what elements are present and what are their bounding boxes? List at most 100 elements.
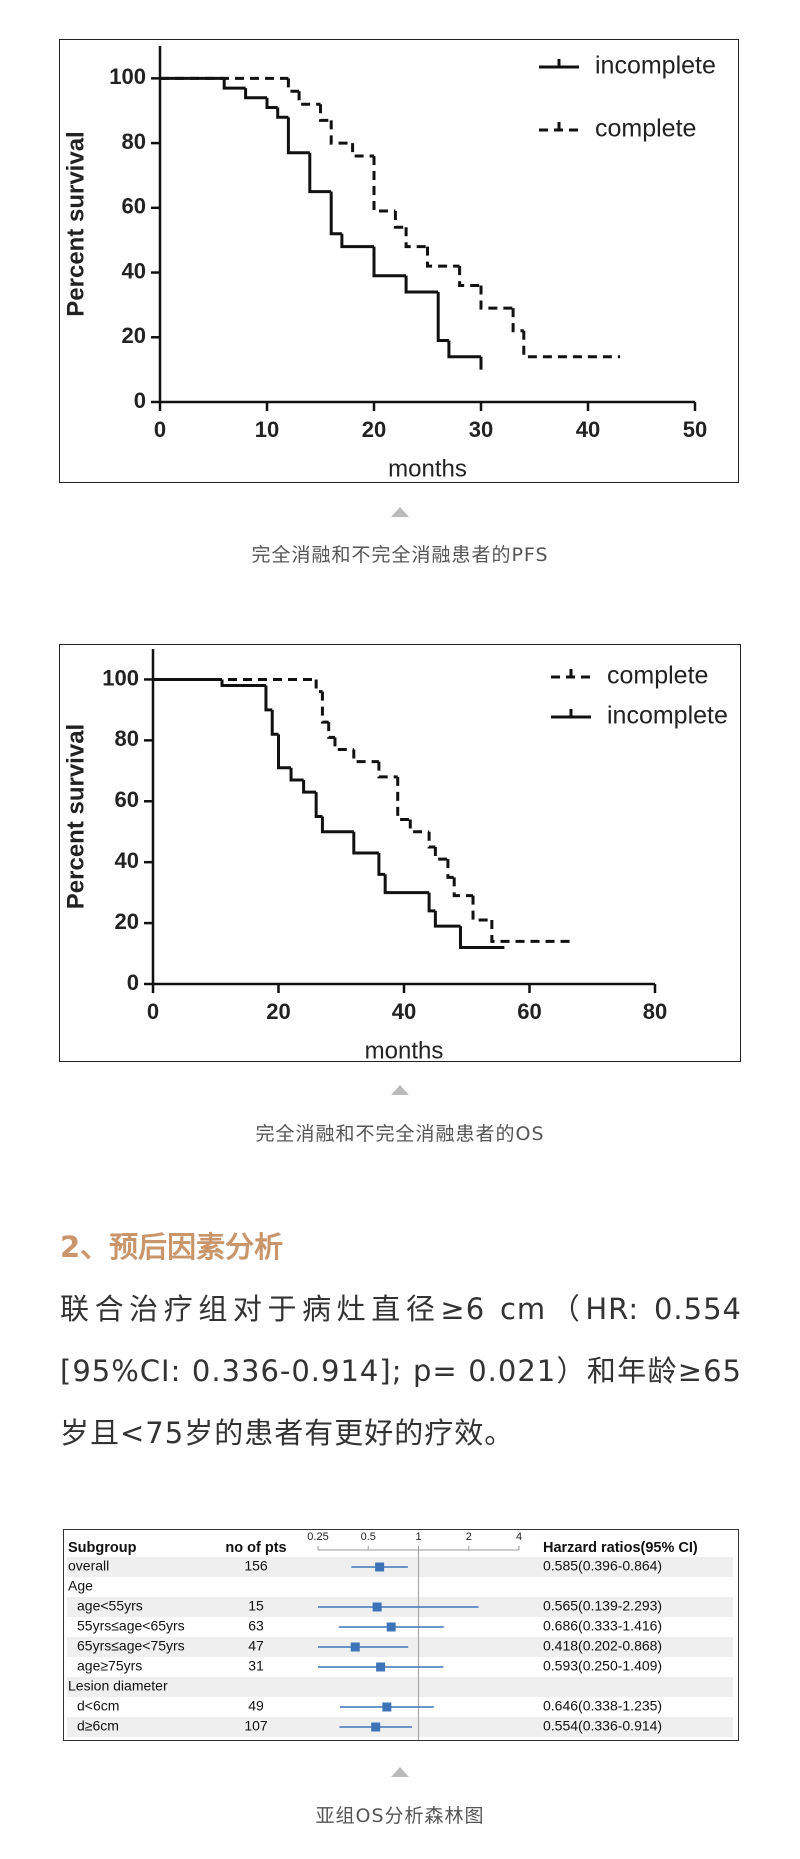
survival-step: [427, 892, 436, 913]
survival-step: [222, 78, 246, 90]
section-heading: 2、预后因素分析: [60, 1230, 284, 1264]
y-axis-label: Percent survival: [62, 131, 89, 316]
x-tick-label: 10: [255, 417, 279, 442]
survival-step: [471, 895, 492, 922]
hr-label: 0.418(0.202-0.868): [543, 1638, 662, 1654]
survival-step: [352, 749, 379, 764]
survival-step: [522, 330, 621, 359]
survival-step: [327, 722, 335, 739]
survival-step: [286, 78, 300, 93]
x-tick-label: 4: [516, 1531, 522, 1543]
survival-step: [244, 88, 267, 100]
x-tick-label: 60: [517, 999, 541, 1024]
x-tick-label: 0.25: [307, 1531, 328, 1543]
survival-step: [436, 291, 449, 343]
subgroup-label: d≥6cm: [77, 1718, 119, 1734]
x-tick-label: 0.5: [361, 1531, 376, 1543]
survival-step: [333, 737, 354, 751]
column-header: no of pts: [225, 1540, 286, 1556]
survival-step: [408, 819, 430, 834]
survival-step: [276, 107, 289, 119]
survival-step: [270, 709, 279, 736]
frame: [59, 39, 739, 483]
survival-step: [458, 926, 505, 949]
survival-step: [289, 767, 304, 782]
patient-count: 47: [248, 1638, 264, 1654]
survival-step: [302, 779, 317, 794]
os-chart: 0 20 40 60 80 0 20 40 60 80 100 months Percent survi…: [59, 644, 741, 1062]
survival-step: [446, 859, 455, 879]
legend-label: incomplete: [607, 702, 728, 730]
y-tick-label: 60: [115, 787, 139, 812]
survival-step: [329, 120, 353, 145]
y-axis-label: Percent survival: [62, 724, 89, 909]
survival-step: [320, 816, 354, 834]
y-tick-label: 60: [122, 194, 146, 219]
x-tick-label: 40: [392, 999, 416, 1024]
y-tick-label: 80: [115, 726, 139, 751]
survival-step: [372, 156, 396, 213]
hr-point: [382, 1702, 392, 1712]
hr-point: [386, 1622, 396, 1632]
survival-step: [314, 679, 323, 694]
x-tick-label: 20: [266, 999, 290, 1024]
caption: 完全消融和不完全消融患者的PFS: [251, 544, 549, 566]
hr-label: 0.585(0.396-0.864): [543, 1558, 662, 1574]
survival-step: [220, 679, 266, 688]
hr-point: [376, 1662, 386, 1672]
y-tick-label: 20: [122, 323, 146, 348]
caption-arrow: [391, 507, 409, 517]
legend-label: incomplete: [595, 52, 716, 80]
caption: 完全消融和不完全消融患者的OS: [255, 1123, 545, 1145]
survival-step: [329, 191, 342, 236]
y-tick-label: 20: [115, 909, 139, 934]
survival-step: [404, 227, 428, 249]
survival-step: [396, 776, 411, 822]
x-tick-label: 0: [147, 999, 159, 1024]
survival-step: [479, 285, 514, 310]
x-tick-label: 0: [154, 417, 166, 442]
column-header: Harzard ratios(95% CI): [543, 1540, 698, 1556]
forest-plot: Subgroup no of pts Harzard ratios(95% CI) 0…: [63, 1529, 739, 1741]
subgroup-label: 55yrs≤age<65yrs: [77, 1618, 185, 1634]
subgroup-label: Lesion diameter: [68, 1678, 168, 1694]
hr-label: 0.554(0.336-0.914): [543, 1718, 662, 1734]
x-tick-label: 50: [683, 417, 707, 442]
x-tick-label: 1: [415, 1531, 421, 1543]
survival-step: [490, 920, 574, 943]
subgroup-label: age≥75yrs: [77, 1658, 142, 1674]
survival-step: [511, 308, 524, 333]
frame: [63, 1529, 739, 1741]
subgroup-label: Age: [68, 1578, 93, 1594]
y-tick-label: 40: [122, 258, 146, 283]
x-axis-label: months: [388, 455, 467, 482]
row-band: [67, 1677, 733, 1697]
survival-step: [265, 97, 278, 109]
hr-point: [375, 1562, 385, 1572]
survival-step: [314, 792, 323, 818]
caption: 亚组OS分析森林图: [315, 1805, 485, 1827]
survival-step: [426, 246, 460, 268]
survival-step: [320, 691, 329, 724]
subgroup-label: overall: [68, 1558, 109, 1574]
column-header: Subgroup: [68, 1540, 137, 1556]
hr-label: 0.686(0.333-1.416): [543, 1618, 662, 1634]
survival-step: [264, 685, 273, 712]
y-tick-label: 80: [122, 129, 146, 154]
survival-step: [447, 340, 481, 359]
survival-step: [308, 152, 332, 194]
paragraph: 联合治疗组对于病灶直径≥6 cm（HR: 0.554 [95%CI: 0.336…: [60, 1292, 742, 1450]
patient-count: 156: [244, 1558, 268, 1574]
subgroup-label: 65yrs≤age<75yrs: [77, 1638, 185, 1654]
y-tick-label: 100: [109, 64, 146, 89]
legend-label: complete: [595, 115, 696, 143]
survival-step: [458, 266, 481, 287]
hr-label: 0.646(0.338-1.235): [543, 1698, 662, 1714]
y-tick-label: 40: [115, 848, 139, 873]
x-tick-label: 2: [466, 1531, 472, 1543]
survival-step: [452, 877, 474, 898]
hr-point: [372, 1602, 382, 1612]
survival-step: [351, 143, 374, 158]
survival-step: [377, 853, 386, 876]
hr-point: [371, 1722, 381, 1732]
